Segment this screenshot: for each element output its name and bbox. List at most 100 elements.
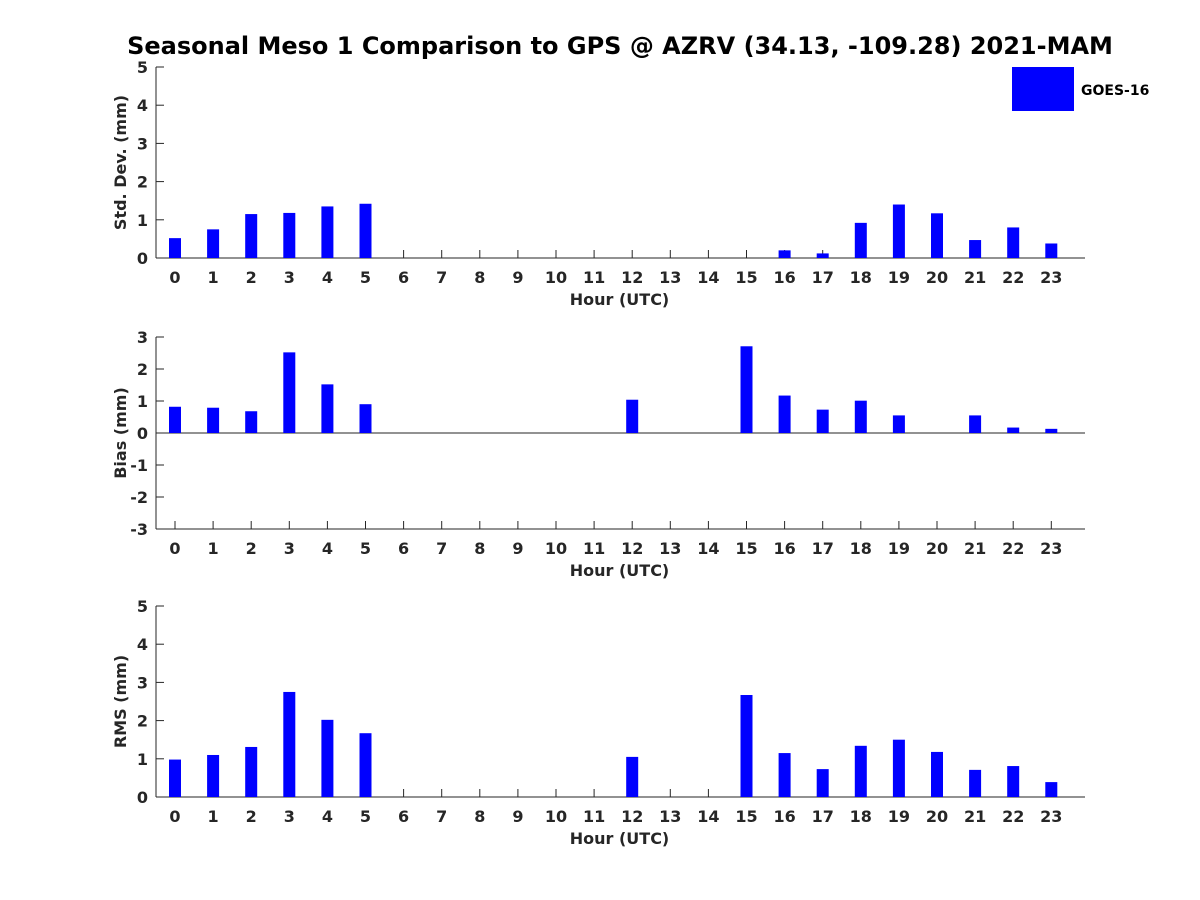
x-tick-label: 22 [1002, 539, 1024, 558]
x-axis-label: Hour (UTC) [570, 290, 670, 309]
y-tick-label: 3 [137, 673, 148, 692]
y-tick-label: 1 [137, 750, 148, 769]
bar-bias-18 [854, 400, 867, 433]
bar-bias-16 [778, 395, 791, 433]
legend-swatch [1012, 67, 1074, 111]
y-tick-label: 3 [137, 328, 148, 347]
x-tick-label: 0 [169, 268, 180, 287]
bar-rms-17 [816, 769, 829, 797]
bar-bias-4 [321, 384, 334, 433]
x-tick-label: 18 [850, 807, 872, 826]
bar-std-dev-17 [816, 253, 829, 258]
legend-label: GOES-16 [1081, 83, 1149, 99]
x-tick-label: 0 [169, 539, 180, 558]
x-tick-label: 8 [474, 807, 485, 826]
y-tick-label: 2 [137, 712, 148, 731]
x-axis-label: Hour (UTC) [570, 829, 670, 848]
x-tick-label: 4 [322, 268, 333, 287]
x-tick-label: 13 [659, 539, 681, 558]
bar-std-dev-18 [854, 222, 867, 258]
x-tick-label: 21 [964, 807, 986, 826]
x-tick-label: 4 [322, 807, 333, 826]
x-tick-label: 19 [888, 539, 910, 558]
x-tick-label: 9 [512, 807, 523, 826]
y-tick-label: 5 [137, 58, 148, 77]
x-tick-label: 5 [360, 539, 371, 558]
x-tick-label: 0 [169, 807, 180, 826]
x-tick-label: 16 [773, 807, 795, 826]
x-tick-label: 14 [697, 268, 719, 287]
x-tick-label: 1 [208, 539, 219, 558]
y-tick-label: -2 [130, 488, 148, 507]
x-tick-label: 9 [512, 268, 523, 287]
x-tick-label: 23 [1040, 539, 1062, 558]
x-tick-label: 20 [926, 539, 948, 558]
x-tick-label: 17 [812, 807, 834, 826]
x-tick-label: 2 [246, 539, 257, 558]
x-tick-label: 22 [1002, 268, 1024, 287]
x-tick-label: 6 [398, 807, 409, 826]
x-tick-label: 12 [621, 268, 643, 287]
y-tick-label: 4 [137, 96, 148, 115]
bar-std-dev-19 [892, 204, 905, 258]
x-tick-label: 19 [888, 807, 910, 826]
x-tick-label: 10 [545, 807, 567, 826]
bar-std-dev-20 [931, 213, 943, 258]
x-tick-label: 18 [850, 268, 872, 287]
bar-std-dev-21 [969, 240, 982, 258]
bar-bias-5 [359, 404, 372, 433]
x-tick-label: 2 [246, 807, 257, 826]
x-tick-label: 5 [360, 807, 371, 826]
x-tick-label: 16 [773, 268, 795, 287]
bar-rms-23 [1045, 782, 1058, 797]
y-tick-label: 2 [137, 360, 148, 379]
y-tick-label: 3 [137, 134, 148, 153]
bar-bias-17 [816, 409, 829, 433]
x-tick-label: 3 [284, 807, 295, 826]
x-tick-label: 17 [812, 268, 834, 287]
bar-rms-5 [359, 733, 372, 797]
bar-std-dev-16 [778, 250, 791, 258]
x-tick-label: 19 [888, 268, 910, 287]
x-tick-label: 7 [436, 539, 447, 558]
x-tick-label: 22 [1002, 807, 1024, 826]
bar-std-dev-1 [207, 229, 220, 258]
bar-std-dev-3 [283, 212, 296, 258]
x-tick-label: 11 [583, 807, 605, 826]
x-tick-label: 14 [697, 539, 719, 558]
legend: GOES-16 [1012, 67, 1149, 111]
bar-rms-12 [626, 756, 639, 797]
bar-rms-19 [892, 739, 905, 797]
bar-bias-3 [283, 352, 296, 433]
bar-std-dev-22 [1007, 227, 1020, 258]
bar-std-dev-23 [1045, 243, 1058, 258]
x-tick-label: 18 [850, 539, 872, 558]
x-tick-label: 1 [208, 807, 219, 826]
x-tick-label: 10 [545, 539, 567, 558]
x-tick-label: 8 [474, 539, 485, 558]
bar-bias-12 [626, 399, 639, 433]
x-tick-label: 5 [360, 268, 371, 287]
x-tick-label: 4 [322, 539, 333, 558]
x-tick-label: 6 [398, 539, 409, 558]
x-tick-label: 15 [735, 807, 757, 826]
bar-rms-4 [321, 719, 334, 797]
x-tick-label: 21 [964, 268, 986, 287]
bar-bias-1 [207, 407, 220, 433]
bar-rms-0 [169, 759, 181, 797]
x-tick-label: 7 [436, 268, 447, 287]
x-tick-label: 2 [246, 268, 257, 287]
x-tick-label: 11 [583, 539, 605, 558]
bar-bias-15 [740, 346, 753, 433]
x-tick-label: 13 [659, 268, 681, 287]
x-tick-label: 23 [1040, 807, 1062, 826]
x-tick-label: 3 [284, 539, 295, 558]
y-tick-label: -3 [130, 520, 148, 539]
bar-bias-23 [1045, 428, 1058, 433]
bar-rms-21 [969, 769, 982, 797]
bar-rms-1 [207, 754, 220, 797]
x-tick-label: 21 [964, 539, 986, 558]
